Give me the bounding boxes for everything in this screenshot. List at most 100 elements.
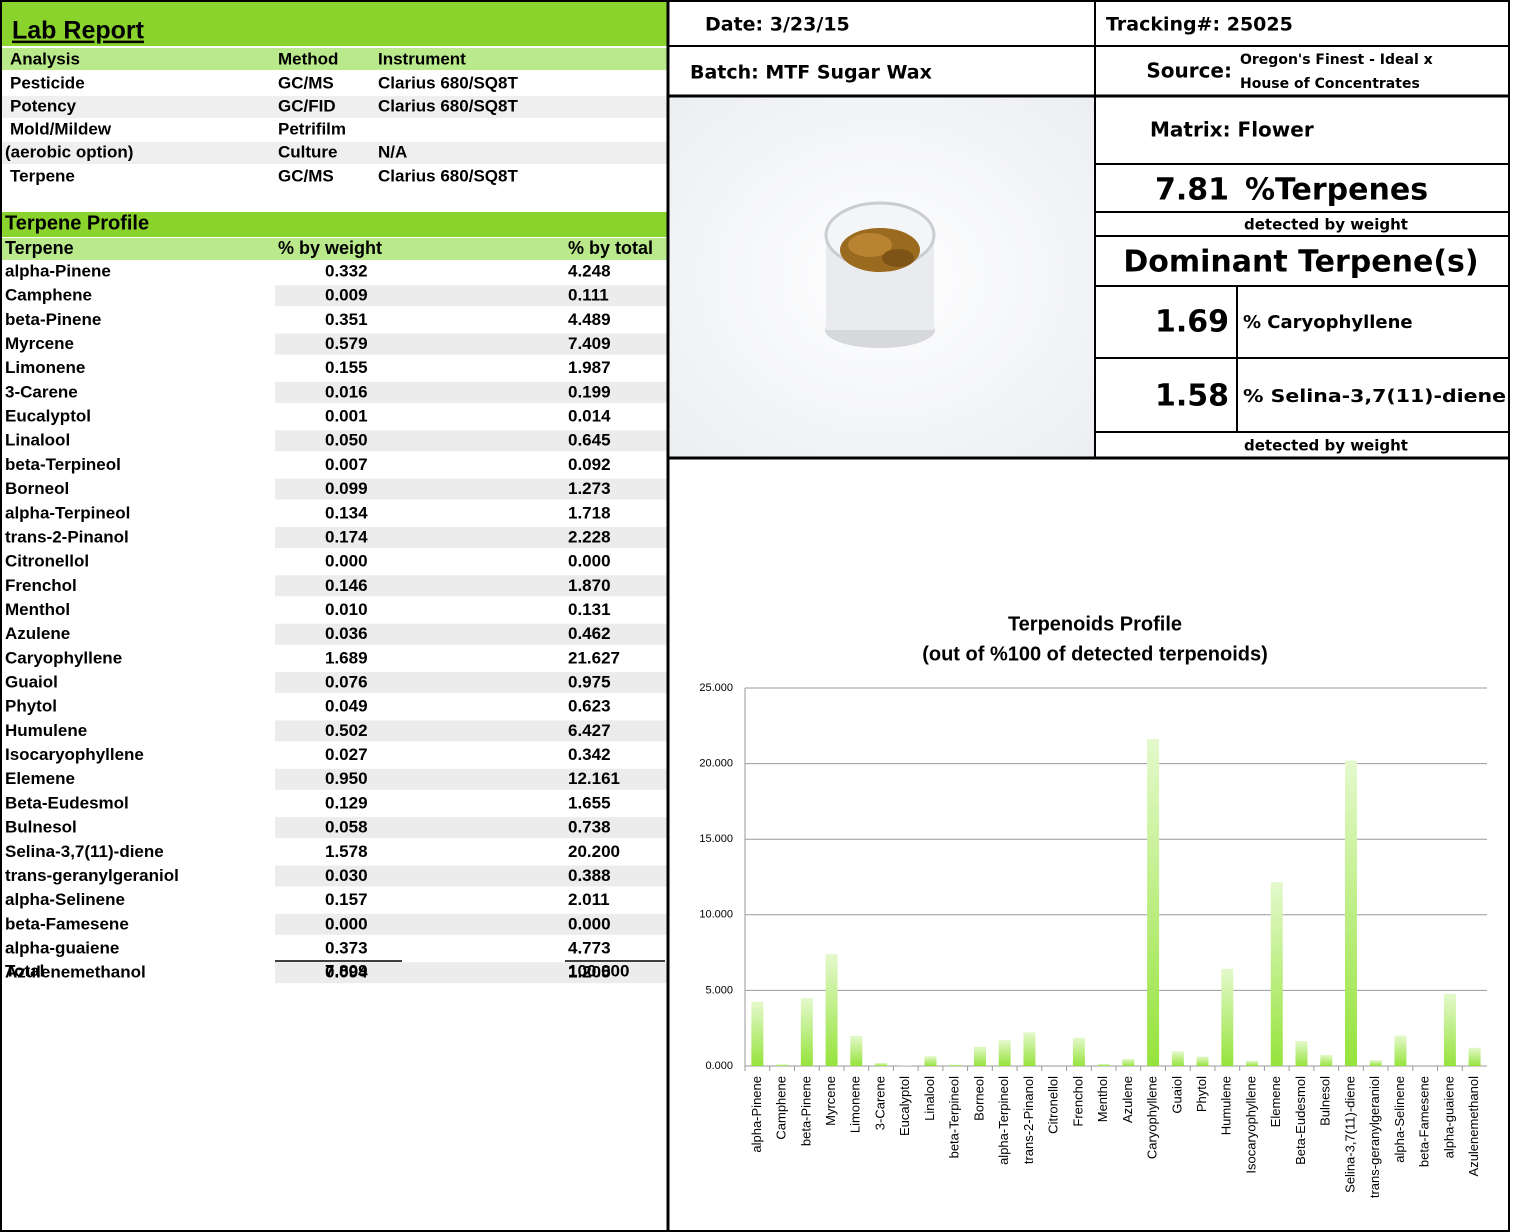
analysis-cell: N/A xyxy=(378,142,407,161)
profile-cell: Azulene xyxy=(5,624,70,643)
profile-cell: 0.009 xyxy=(325,286,368,305)
profile-header: Terpene xyxy=(5,238,74,258)
profile-cell: 20.200 xyxy=(568,842,620,861)
profile-cell: 0.462 xyxy=(568,624,611,643)
profile-cell: 0.950 xyxy=(325,769,368,788)
bar xyxy=(999,1040,1011,1066)
profile-cell: 0.010 xyxy=(325,600,368,619)
profile-cell: Caryophyllene xyxy=(5,648,122,667)
analysis-cell: Clarius 680/SQ8T xyxy=(378,96,518,115)
dominant-title: Dominant Terpene(s) xyxy=(1123,245,1478,280)
profile-cell: 0.157 xyxy=(325,890,368,909)
profile-title: Terpene Profile xyxy=(5,212,149,234)
source: House of Concentrates xyxy=(1240,76,1420,92)
dominant-name: % Selina-3,7(11)-diene xyxy=(1243,386,1506,407)
profile-total: 100.000 xyxy=(568,961,629,980)
profile-cell: 0.373 xyxy=(325,938,368,957)
bar xyxy=(1370,1060,1382,1066)
bar xyxy=(1098,1064,1110,1066)
bar xyxy=(1246,1061,1258,1066)
bar xyxy=(776,1064,788,1066)
detected: detected by weight xyxy=(1244,437,1408,455)
x-tick-label: Eucalyptol xyxy=(897,1076,912,1136)
profile-cell: 0.111 xyxy=(568,286,609,305)
bar xyxy=(1320,1055,1332,1066)
chart-subtitle: (out of %100 of detected terpenoids) xyxy=(922,643,1268,665)
profile-cell: 0.342 xyxy=(568,745,611,764)
profile-cell: 0.351 xyxy=(325,310,368,329)
profile-cell: alpha-Terpineol xyxy=(5,503,130,522)
profile-cell: alpha-Selinene xyxy=(5,890,125,909)
profile-cell: Bulnesol xyxy=(5,818,77,837)
x-tick-label: Myrcene xyxy=(823,1076,838,1126)
bar xyxy=(850,1036,862,1066)
analysis-header: Analysis xyxy=(10,49,80,68)
matrix: Matrix: Flower xyxy=(1150,118,1314,142)
y-tick-label: 25.000 xyxy=(699,682,733,694)
y-tick-label: 5.000 xyxy=(705,984,733,996)
profile-cell: Elemene xyxy=(5,769,75,788)
bar xyxy=(1197,1057,1209,1066)
bar xyxy=(1444,994,1456,1066)
analysis-cell: Potency xyxy=(10,96,77,115)
report-title: Lab Report xyxy=(12,17,145,45)
profile-cell: 1.987 xyxy=(568,358,611,377)
x-tick-label: Azulene xyxy=(1120,1076,1135,1123)
bar xyxy=(801,998,813,1066)
x-tick-label: 3-Carene xyxy=(872,1076,887,1130)
x-tick-label: Guaiol xyxy=(1169,1076,1184,1114)
analysis-cell: GC/MS xyxy=(278,73,334,92)
bar xyxy=(1172,1051,1184,1066)
x-tick-label: alpha-Selinene xyxy=(1392,1076,1407,1163)
bar xyxy=(1122,1059,1134,1066)
page: Lab ReportAnalysisMethodInstrumentPestic… xyxy=(0,0,1520,1232)
x-tick-label: Beta-Eudesmol xyxy=(1293,1076,1308,1165)
profile-cell: 0.030 xyxy=(325,866,368,885)
profile-cell: 3-Carene xyxy=(5,382,78,401)
y-tick-label: 10.000 xyxy=(699,909,733,921)
profile-cell: 6.427 xyxy=(568,721,611,740)
profile-cell: 0.016 xyxy=(325,382,368,401)
profile-cell: 0.007 xyxy=(325,455,368,474)
profile-cell: alpha-Pinene xyxy=(5,261,111,280)
profile-cell: 0.199 xyxy=(568,382,611,401)
profile-cell: trans-2-Pinanol xyxy=(5,527,129,546)
profile-cell: 0.502 xyxy=(325,721,368,740)
terpenes-label: %Terpenes xyxy=(1245,173,1428,208)
x-tick-label: alpha-Pinene xyxy=(749,1076,764,1153)
profile-cell: 0.975 xyxy=(568,673,611,692)
profile-cell: Myrcene xyxy=(5,334,74,353)
profile-cell: 0.155 xyxy=(325,358,368,377)
bar xyxy=(1023,1032,1035,1066)
x-tick-label: trans-geranylgeraniol xyxy=(1367,1076,1382,1198)
bar xyxy=(949,1065,961,1066)
analysis-cell: Clarius 680/SQ8T xyxy=(378,73,518,92)
profile-cell: Camphene xyxy=(5,286,92,305)
bar xyxy=(751,1002,763,1066)
analysis-cell: (aerobic option) xyxy=(5,142,133,161)
x-tick-label: Camphene xyxy=(774,1076,789,1140)
bar xyxy=(875,1063,887,1066)
x-tick-label: Caryophyllene xyxy=(1145,1076,1160,1159)
jar xyxy=(825,203,935,348)
x-tick-label: alpha-guaiene xyxy=(1441,1076,1456,1158)
bar xyxy=(1296,1041,1308,1066)
profile-cell: 0.579 xyxy=(325,334,368,353)
profile-cell: 0.332 xyxy=(325,261,368,280)
profile-cell: Citronellol xyxy=(5,552,89,571)
profile-cell: beta-Famesene xyxy=(5,914,129,933)
bar xyxy=(925,1056,937,1066)
profile-cell: 0.129 xyxy=(325,793,368,812)
batch: Batch: MTF Sugar Wax xyxy=(690,62,932,84)
dominant-name: % Caryophyllene xyxy=(1243,312,1413,333)
x-tick-label: Isocaryophyllene xyxy=(1243,1076,1258,1174)
bar xyxy=(1221,969,1233,1066)
profile-cell: 21.627 xyxy=(568,648,620,667)
profile-cell: 0.092 xyxy=(568,455,611,474)
x-tick-label: Humulene xyxy=(1219,1076,1234,1135)
analysis-cell: Terpene xyxy=(10,166,75,185)
profile-cell: 0.131 xyxy=(568,600,611,619)
tracking: Tracking#: 25025 xyxy=(1106,14,1293,36)
x-tick-label: beta-Famesene xyxy=(1417,1076,1432,1167)
analysis-cell: Mold/Mildew xyxy=(10,119,112,138)
